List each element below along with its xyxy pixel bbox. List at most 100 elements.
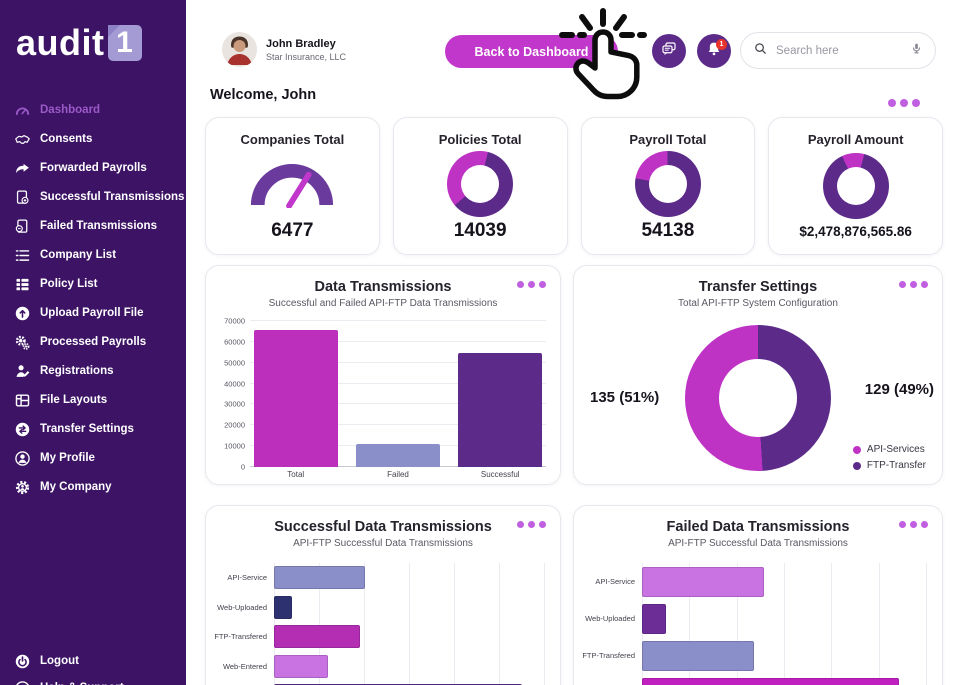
click-hand-cursor-icon [546, 8, 658, 134]
chart-title: Failed Data Transmissions [666, 519, 850, 535]
y-axis-label: FTP-Transfered [214, 632, 267, 642]
y-axis-label: FTP-Transfered [582, 651, 635, 660]
y-axis-label: API-Service [227, 573, 267, 583]
donut-ring [634, 150, 701, 217]
y-axis-tick: 30000 [224, 399, 245, 409]
svg-text:?: ? [20, 683, 25, 685]
legend-dot [852, 445, 861, 454]
app-logo: audit 1 [16, 22, 178, 64]
donut-chart [447, 147, 514, 220]
data-transmissions-chart: 0 10000 20000 30000 40000 50000 60000 70000 Tota… [206, 317, 560, 479]
bar-ftp-transfered [274, 625, 361, 649]
stat-card-title: Payroll Amount [807, 132, 904, 147]
sidebar-item-help-support[interactable]: ? Help & Support [14, 679, 124, 685]
sidebar-item-transfer-settings[interactable]: Transfer Settings [14, 420, 178, 438]
y-axis-tick: 40000 [224, 379, 245, 389]
table-icon [14, 392, 31, 409]
stat-card-title: Companies Total [240, 132, 345, 147]
legend-label: API-Services [866, 444, 925, 455]
sidebar-item-consents[interactable]: Consents [14, 130, 178, 148]
chart-row: FTP-Transfered [580, 637, 928, 674]
donut-ring [822, 152, 889, 219]
card-options-menu[interactable] [517, 521, 546, 528]
sidebar-item-my-profile[interactable]: My Profile [14, 449, 178, 467]
chart-subtitle: API-FTP Successful Data Transmissions [668, 538, 848, 549]
gear-person-icon [14, 479, 31, 496]
sidebar-item-dashboard[interactable]: Dashboard [14, 101, 178, 119]
card-options-menu[interactable] [899, 281, 928, 288]
gauge-chart [248, 147, 336, 220]
transfer-circle-icon [14, 421, 31, 438]
y-axis-label: Web-Entered [222, 661, 267, 671]
failed-transmissions-chart: API-Service Web-Uploaded FTP-Transfered Tot… [574, 563, 942, 685]
stat-card-companies-total: Companies Total 6477 [205, 117, 380, 255]
upload-circle-icon [14, 305, 31, 322]
card-options-menu[interactable] [517, 281, 546, 288]
notification-badge: 1 [716, 39, 727, 50]
sidebar-item-label: Dashboard [40, 104, 101, 116]
chart-subtitle: Successful and Failed API-FTP Data Trans… [268, 298, 498, 309]
user-company: Star Insurance, LLC [266, 51, 347, 62]
sidebar-item-my-company[interactable]: My Company [14, 478, 178, 496]
sidebar-item-registrations[interactable]: Registrations [14, 362, 178, 380]
donut-label-api: 135 (51%) [590, 389, 660, 406]
notifications-button[interactable]: 1 [697, 34, 731, 68]
document-minus-icon [14, 218, 31, 235]
main-content: John Bradley Star Insurance, LLC Back to… [186, 0, 960, 685]
legend-label: FTP-Transfer [866, 460, 926, 471]
chat-icon [660, 40, 678, 63]
sidebar-item-upload-payroll-file[interactable]: Upload Payroll File [14, 304, 178, 322]
avatar [222, 32, 257, 67]
chart-legend: API-Services FTP-Transfer [852, 444, 926, 471]
sidebar-item-policy-list[interactable]: Policy List [14, 275, 178, 293]
grid-list-icon [14, 276, 31, 293]
messages-button[interactable] [652, 34, 686, 68]
chart-row: FTP-Transfered [212, 622, 546, 652]
chart-title: Successful Data Transmissions [274, 519, 492, 535]
chart-row: Total [580, 674, 928, 685]
sidebar-item-file-layouts[interactable]: File Layouts [14, 391, 178, 409]
search-bar[interactable] [740, 32, 936, 69]
back-to-dashboard-button[interactable]: Back to Dashboard [445, 35, 618, 68]
sidebar-item-label: Processed Payrolls [40, 336, 147, 348]
donut-ring [447, 150, 514, 217]
sidebar-item-forwarded-payrolls[interactable]: Forwarded Payrolls [14, 159, 178, 177]
donut-chart [685, 325, 831, 471]
sidebar-item-label: Help & Support [40, 682, 124, 685]
chart-title: Data Transmissions [314, 279, 452, 295]
y-axis-tick: 50000 [224, 358, 245, 368]
bar-total [642, 677, 900, 685]
chart-subtitle: API-FTP Successful Data Transmissions [293, 538, 473, 549]
sidebar-item-label: Company List [40, 249, 117, 261]
bar-total [254, 330, 338, 467]
user-profile-box[interactable]: John Bradley Star Insurance, LLC [222, 32, 346, 67]
chart-row: Web-Uploaded [580, 600, 928, 637]
sidebar-item-label: Consents [40, 133, 93, 145]
bar-ftp-transfered [642, 640, 755, 671]
bar-web-uploaded [274, 595, 293, 619]
legend-item-api-services: API-Services [852, 444, 926, 455]
chart-row: Web-Uploaded [212, 593, 546, 623]
chart-title: Transfer Settings [698, 279, 818, 295]
sidebar-item-logout[interactable]: Logout [14, 652, 124, 670]
sidebar-item-company-list[interactable]: Company List [14, 246, 178, 264]
sidebar-item-label: File Layouts [40, 394, 108, 406]
stat-card-value: $2,478,876,565.86 [799, 224, 912, 239]
gears-icon [14, 334, 31, 351]
forward-arrow-icon [14, 160, 31, 177]
page-options-menu[interactable] [888, 99, 920, 107]
search-input[interactable] [776, 44, 902, 57]
sidebar-item-failed-transmissions[interactable]: Failed Transmissions [14, 217, 178, 235]
legend-item-ftp-transfer: FTP-Transfer [852, 460, 926, 471]
donut-chart [634, 147, 701, 220]
microphone-icon[interactable] [910, 42, 923, 60]
profile-circle-icon [14, 450, 31, 467]
successful-transmissions-card: Successful Data Transmissions API-FTP Su… [205, 505, 561, 685]
sidebar-item-label: Successful Transmissions [40, 191, 185, 203]
handshake-icon [14, 131, 31, 148]
card-options-menu[interactable] [899, 521, 928, 528]
sidebar-item-processed-payrolls[interactable]: Processed Payrolls [14, 333, 178, 351]
y-axis-tick: 0 [240, 462, 245, 472]
sidebar-item-successful-transmissions[interactable]: Successful Transmissions [14, 188, 184, 206]
sidebar-menu: Dashboard Consents Forwarded Payrolls Succe… [14, 101, 184, 496]
